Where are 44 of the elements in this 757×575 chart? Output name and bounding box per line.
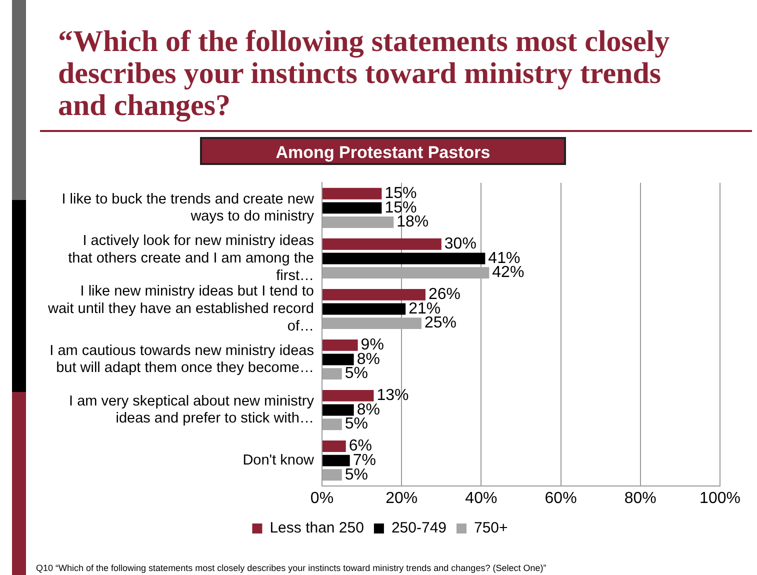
bar <box>322 404 354 416</box>
bar <box>322 216 394 228</box>
bar <box>322 288 426 300</box>
y-tick-label: I like new ministry ideas but I tend to wait until they have an established record of… <box>46 284 314 334</box>
bar <box>322 390 374 402</box>
data-label: 18% <box>396 214 429 231</box>
bar <box>322 454 350 466</box>
bar <box>322 267 490 279</box>
chart-subtitle: Among Protestant Pastors <box>200 137 566 165</box>
y-tick-label: I like to buck the trends and create new ways to do ministry <box>62 191 315 225</box>
data-label: 5% <box>344 365 368 382</box>
bar <box>322 318 422 330</box>
data-label: 42% <box>492 264 524 282</box>
bar <box>322 303 406 315</box>
x-tick-label: 100% <box>700 490 740 507</box>
bar <box>322 354 354 366</box>
data-label: 25% <box>424 314 457 332</box>
bar <box>322 188 382 200</box>
bar <box>322 418 342 430</box>
data-label: 41% <box>488 250 520 267</box>
bar <box>322 238 442 250</box>
bar <box>322 202 382 214</box>
data-label: 30% <box>444 236 476 253</box>
x-tick-label: 60% <box>544 490 577 507</box>
y-tick-label: Don't know <box>242 452 315 469</box>
legend-label: 750+ <box>474 520 508 537</box>
y-tick-label: I actively look for new ministry ideas that others create and I am among the first… <box>68 233 314 284</box>
bar <box>322 469 342 481</box>
x-tick-label: 40% <box>465 490 498 507</box>
data-label: 5% <box>344 466 368 484</box>
legend-label: 250-749 <box>391 520 447 537</box>
x-tick-label: 0% <box>310 490 334 507</box>
bar <box>322 339 358 351</box>
x-tick-label: 20% <box>386 490 418 507</box>
y-tick-label: I am very skeptical about new ministry ideas and prefer to stick with… <box>69 393 315 427</box>
x-tick-label: 80% <box>624 490 656 507</box>
legend-label: Less than 250 <box>270 520 364 537</box>
bar <box>322 368 342 380</box>
bar <box>322 252 486 264</box>
y-tick-label: I am cautious towards new ministry ideas but will adapt them once they become… <box>50 342 314 376</box>
chart-title: “Which of the following statements most closely describes your instincts toward ministry trends and changes? <box>58 25 671 122</box>
bar <box>322 440 346 452</box>
data-label: 5% <box>344 416 368 433</box>
text: Q10 “Which of the following statements most closely describes your instincts toward ministry trends and changes? (Select One)” <box>36 563 546 573</box>
